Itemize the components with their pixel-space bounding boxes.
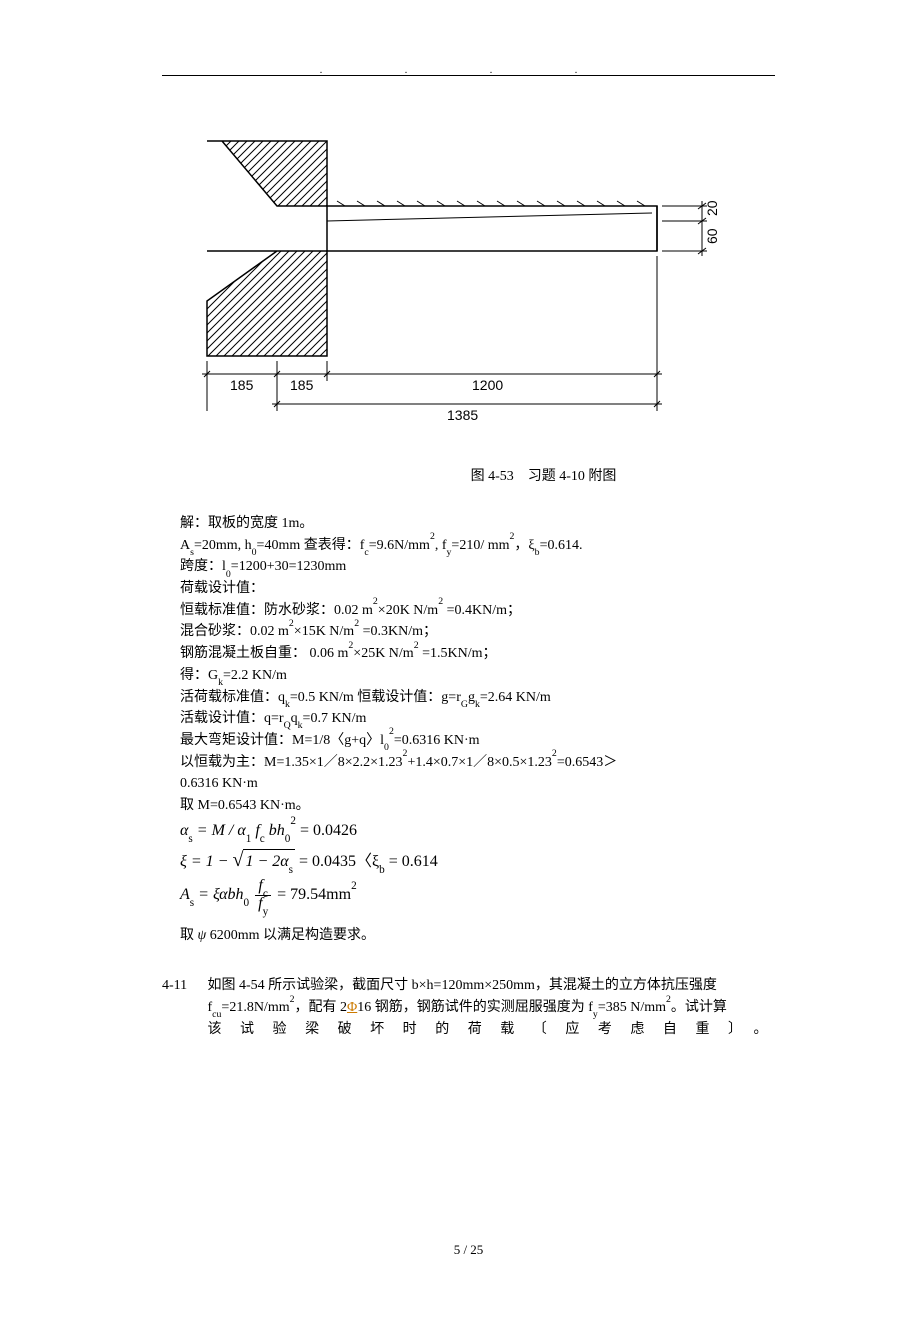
header-rule: . . . . xyxy=(162,75,775,76)
dim-1200: 1200 xyxy=(472,377,503,393)
page-footer: 5 / 25 xyxy=(162,1242,775,1258)
line: 取 M=0.6543 KN·m。 xyxy=(180,795,775,817)
line: 钢筋混凝土板自重： 0.06 m2×25K N/m2 =1.5KN/m； xyxy=(180,643,775,665)
dim-60: 60 xyxy=(704,228,720,244)
equation-As: As = ξαbh0 fc fy = 79.54mm2 xyxy=(180,878,775,913)
cantilever-diagram: 20 60 185 185 xyxy=(162,106,762,446)
line: 最大弯矩设计值：M=1/8〈g+q〉l02=0.6316 KN·m xyxy=(180,730,775,752)
line: 荷载设计值： xyxy=(180,578,775,600)
problem-text: 如图 4-54 所示试验梁，截面尺寸 b×h=120mm×250mm，其混凝土的… xyxy=(208,975,768,1042)
header-dots: . . . . xyxy=(162,65,775,76)
figure-caption: 图 4-53 习题 4-10 附图 xyxy=(312,465,775,485)
line: 混合砂浆：0.02 m2×15K N/m2 =0.3KN/m； xyxy=(180,621,775,643)
dot: . . xyxy=(405,65,533,76)
line: 活载设计值：q=rQqk=0.7 KN/m xyxy=(180,708,775,730)
dot: . xyxy=(575,65,618,76)
line: 解：取板的宽度 1m。 xyxy=(180,513,775,535)
problem-number: 4-11 xyxy=(162,975,204,997)
dim-1385: 1385 xyxy=(447,407,478,423)
line: 0.6316 KN·m xyxy=(180,773,775,795)
dot: . xyxy=(320,65,363,76)
dim-20: 20 xyxy=(704,200,720,216)
dim-185b: 185 xyxy=(290,377,314,393)
problem-4-11: 4-11 如图 4-54 所示试验梁，截面尺寸 b×h=120mm×250mm，… xyxy=(162,975,775,1042)
line: As=20mm, h0=40mm 查表得：fc=9.6N/mm2, fy=210… xyxy=(180,535,775,557)
dim-185a: 185 xyxy=(230,377,254,393)
line: 以恒载为主：M=1.35×1／8×2.2×1.232+1.4×0.7×1／8×0… xyxy=(180,752,775,774)
line: 得：Gk=2.2 KN/m xyxy=(180,665,775,687)
solution-block: 解：取板的宽度 1m。 As=20mm, h0=40mm 查表得：fc=9.6N… xyxy=(180,513,775,947)
equation-xi: ξ = 1 − √1 − 2αs = 0.0435〈ξb = 0.614 xyxy=(180,845,775,876)
rebar-phi-icon: Φ xyxy=(347,1000,357,1015)
line: 取 ψ 6200mm 以满足构造要求。 xyxy=(180,925,775,947)
page: . . . . xyxy=(0,0,920,1318)
figure-4-53: 20 60 185 185 xyxy=(162,106,775,451)
line: 活荷载标准值：qk=0.5 KN/m 恒载设计值：g=rGgk=2.64 KN/… xyxy=(180,687,775,709)
line: 恒载标准值：防水砂浆：0.02 m2×20K N/m2 =0.4KN/m； xyxy=(180,600,775,622)
equation-alpha: αs = M / α1 fc bh02 = 0.0426 xyxy=(180,819,775,844)
line: 跨度：l0=1200+30=1230mm xyxy=(180,556,775,578)
